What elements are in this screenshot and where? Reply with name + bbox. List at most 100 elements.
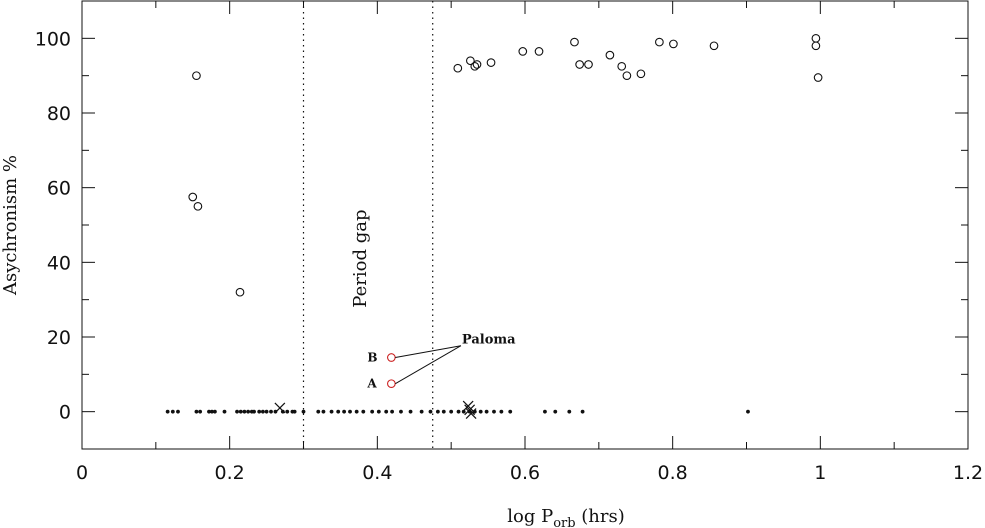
data-point-dot xyxy=(342,409,347,414)
data-marks xyxy=(165,33,823,419)
data-point-dot xyxy=(316,409,321,414)
data-point-dot xyxy=(354,409,359,414)
data-point-circle xyxy=(518,47,528,56)
annotation-label: Paloma xyxy=(462,333,516,348)
data-point-dot xyxy=(499,409,504,414)
data-point-circle xyxy=(235,287,245,297)
data-point-dot xyxy=(194,409,199,414)
data-point-dot xyxy=(301,409,306,414)
data-point-circle xyxy=(387,379,396,389)
data-point-dot xyxy=(428,409,433,414)
data-point-circle xyxy=(655,37,664,47)
data-point-dot xyxy=(492,409,496,414)
data-point-dot xyxy=(461,409,466,414)
data-point-dot xyxy=(242,409,247,414)
data-point-dot xyxy=(210,409,214,414)
y-axis-label: Asychronism % xyxy=(0,155,21,296)
data-point-dot xyxy=(419,409,424,414)
data-point-dot xyxy=(484,409,489,414)
data-point-circle xyxy=(622,71,632,81)
data-point-dot xyxy=(292,409,297,414)
data-point-dot xyxy=(441,409,446,414)
x-tick-label: 1 xyxy=(814,462,826,484)
x-tick-label: 0 xyxy=(76,462,88,484)
data-point-circle xyxy=(570,37,579,47)
data-point-circle xyxy=(534,47,544,56)
x-axis-label-main: log P xyxy=(507,506,553,527)
point-label: B xyxy=(367,351,377,365)
y-tick-label: 80 xyxy=(47,103,71,125)
data-point-circle xyxy=(486,58,496,67)
data-point-dot xyxy=(213,409,217,414)
data-point-dot xyxy=(222,409,227,414)
data-point-dot xyxy=(449,409,454,414)
data-point-dot xyxy=(384,409,389,414)
data-point-dot xyxy=(543,409,547,414)
data-point-dot xyxy=(399,409,403,414)
data-point-dot xyxy=(176,409,180,414)
y-tick-label: 100 xyxy=(35,28,71,50)
data-point-dot xyxy=(361,409,366,414)
plot-frame xyxy=(81,0,969,450)
data-point-dot xyxy=(567,409,572,414)
data-point-circle xyxy=(472,60,482,69)
y-tick-label: 60 xyxy=(47,178,71,200)
annotations: Period gap BA Paloma xyxy=(350,210,516,391)
data-point-circle xyxy=(193,201,203,211)
data-point-circle xyxy=(470,61,480,71)
data-point-circle xyxy=(605,50,615,60)
data-point-circle xyxy=(188,192,198,202)
data-point-dot xyxy=(370,409,375,414)
x-axis-label-subscript: orb xyxy=(553,516,575,528)
data-point-dot xyxy=(207,409,211,414)
data-point-cross xyxy=(465,408,477,419)
data-point-dot xyxy=(508,409,513,414)
data-point-dot xyxy=(269,409,273,414)
data-point-dot xyxy=(238,409,243,414)
data-point-dot xyxy=(246,409,251,414)
period-gap-label: Period gap xyxy=(350,210,371,308)
y-tick-label: 20 xyxy=(47,327,71,349)
y-tick-label: 0 xyxy=(59,402,71,424)
data-point-cross xyxy=(462,400,474,412)
axis-tick-labels: 0 0.2 0.4 0.6 0.8 1 1.2 0 20 40 60 80 100 xyxy=(35,28,983,484)
data-point-dot xyxy=(478,409,483,414)
data-point-dot xyxy=(252,409,256,414)
data-point-circle xyxy=(669,39,678,49)
data-point-dot xyxy=(348,409,352,414)
data-point-circle xyxy=(192,71,201,81)
data-point-dot xyxy=(376,409,381,414)
data-point-circle xyxy=(575,60,584,69)
data-point-dot xyxy=(329,409,334,414)
x-tick-label: 0.6 xyxy=(510,462,540,484)
data-point-circle xyxy=(811,41,821,51)
annotation-leader-line xyxy=(395,345,462,359)
x-tick-label: 0.8 xyxy=(658,462,688,484)
data-point-dot xyxy=(321,409,326,414)
x-tick-label: 0.2 xyxy=(215,462,245,484)
data-point-dot xyxy=(553,409,558,414)
data-point-dot xyxy=(257,409,262,414)
x-axis-label-units: (hrs) xyxy=(576,506,625,527)
data-point-circle xyxy=(813,73,823,82)
data-point-dot xyxy=(235,409,239,414)
data-point-cross xyxy=(274,402,286,414)
data-point-circle xyxy=(811,33,821,43)
data-point-cross xyxy=(464,404,476,416)
point-label: A xyxy=(366,377,377,391)
data-point-dot xyxy=(170,409,175,414)
data-point-circle xyxy=(387,353,396,362)
data-point-circle xyxy=(709,41,719,51)
data-point-dot xyxy=(580,409,585,414)
data-point-circle xyxy=(584,60,593,69)
data-point-dot xyxy=(456,409,461,414)
data-point-circle xyxy=(617,61,627,71)
data-point-dot xyxy=(746,409,750,414)
data-point-dot xyxy=(198,409,203,414)
annotation-leader-line xyxy=(395,345,462,385)
data-point-circle xyxy=(466,56,475,66)
axis-ticks xyxy=(81,0,969,450)
data-point-dot xyxy=(285,409,290,414)
x-axis-label: log Porb (hrs) xyxy=(507,506,625,528)
